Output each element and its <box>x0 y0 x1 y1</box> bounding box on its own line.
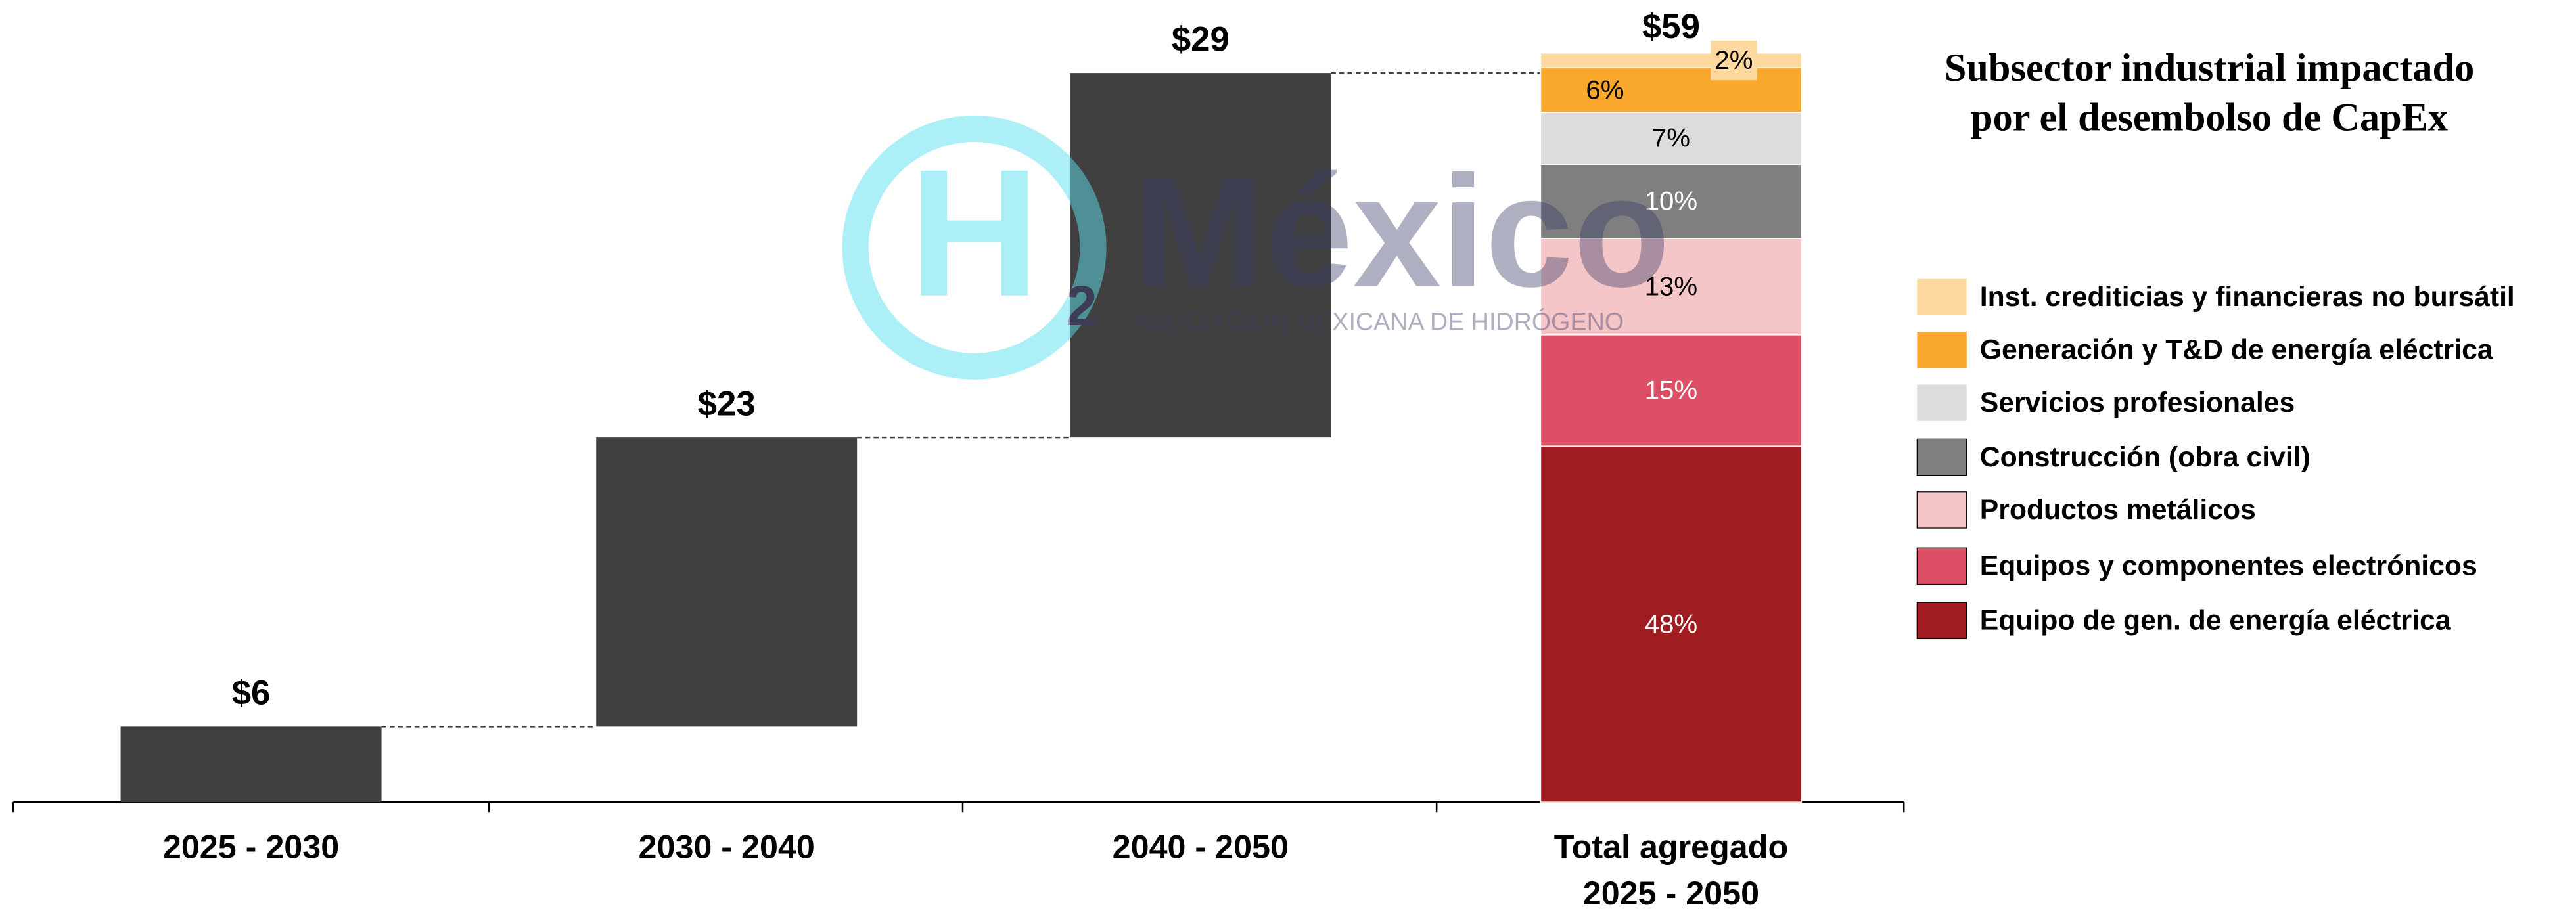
legend-swatch <box>1916 438 1967 476</box>
legend-swatch <box>1916 547 1967 585</box>
legend-label: Productos metálicos <box>1980 494 2256 525</box>
stack-segment <box>1540 67 1803 113</box>
legend-label: Inst. crediticias y financieras no bursá… <box>1980 281 2515 313</box>
stack-segment <box>1540 112 1803 165</box>
segment-label: 48% <box>1645 609 1697 638</box>
value-label: $6 <box>232 674 271 713</box>
chart-title: Subsector industrial impactado por el de… <box>1944 47 2475 141</box>
x-tick-label-box: 2025 - 2030 <box>162 830 340 867</box>
label-box <box>1711 40 1757 81</box>
title-box: Subsector industrial impactado por el de… <box>1944 47 2475 141</box>
watermark-ring <box>842 115 1107 380</box>
value-label: $29 <box>1172 20 1230 58</box>
bar <box>596 437 858 727</box>
legend-label: Equipo de gen. de energía eléctrica <box>1980 605 2452 636</box>
stack-segment <box>1540 52 1803 69</box>
legend-swatch <box>1916 491 1967 529</box>
watermark-tagline: ASOCIACIÓN MEXICANA DE HIDRÓGENO <box>1133 307 1624 335</box>
legend-swatch <box>1917 384 1967 421</box>
segment-label: 2% <box>1714 45 1753 75</box>
watermark-name: México <box>1133 144 1670 321</box>
value-label: $23 <box>698 384 756 423</box>
bar <box>1070 73 1331 438</box>
watermark-subscript: 2 <box>1066 275 1097 338</box>
legend-swatch <box>1917 332 1967 368</box>
legend-label: Generación y T&D de energía eléctrica <box>1980 334 2494 365</box>
legend-label: Servicios profesionales <box>1980 387 2295 418</box>
x-tick-label: Total agregado 2025 - 2050 <box>1553 830 1789 913</box>
legend-label: Construcción (obra civil) <box>1980 441 2311 473</box>
segment-label: 15% <box>1645 376 1697 405</box>
x-tick-label: 2040 - 2050 <box>1112 830 1289 867</box>
x-tick-label-box: 2030 - 2040 <box>638 830 815 867</box>
segment-label: 10% <box>1645 187 1697 216</box>
watermark: H 2 México ASOCIACIÓN MEXICANA DE HIDRÓG… <box>842 115 1670 380</box>
stack-segment <box>1540 334 1803 447</box>
segment-label: 6% <box>1586 75 1624 104</box>
legend-label: Equipos y componentes electrónicos <box>1980 550 2477 582</box>
watermark-letter: H <box>909 131 1040 334</box>
value-label: $59 <box>1642 7 1700 46</box>
bar <box>120 726 382 803</box>
segment-label: 7% <box>1652 123 1690 153</box>
x-tick-label: 2025 - 2030 <box>162 830 340 867</box>
stack-segment <box>1540 238 1803 336</box>
x-tick-label: 2030 - 2040 <box>638 830 815 867</box>
segment-label: 13% <box>1645 272 1697 301</box>
stack-segment <box>1540 164 1803 239</box>
stack-segment <box>1540 445 1803 803</box>
x-tick-label-box: Total agregado 2025 - 2050 <box>1553 830 1789 913</box>
x-tick-label-box: 2040 - 2050 <box>1112 830 1289 867</box>
legend-swatch <box>1916 602 1967 640</box>
legend-swatch <box>1917 278 1967 315</box>
